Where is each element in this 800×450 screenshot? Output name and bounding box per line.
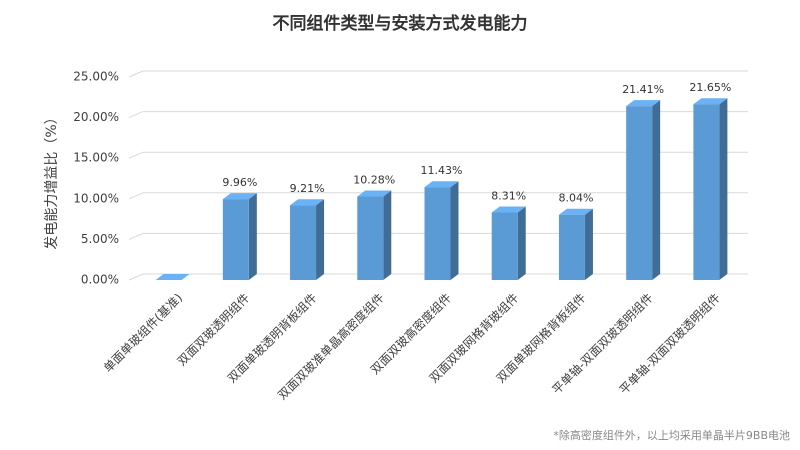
- x-tick-label: 单面单玻组件(基准): [101, 291, 185, 375]
- bar-side: [248, 193, 257, 280]
- bar-top: [155, 274, 190, 280]
- bar: [491, 206, 526, 280]
- bar-side: [450, 181, 459, 280]
- y-tick-label: 5.00%: [81, 232, 119, 246]
- grid-line: [128, 70, 144, 78]
- value-label: 10.28%: [353, 174, 395, 187]
- bar: [357, 190, 392, 280]
- y-tick-label: 0.00%: [81, 273, 119, 287]
- bar: [290, 199, 325, 280]
- bar-top: [626, 100, 661, 107]
- bar: [693, 98, 728, 281]
- bar-top: [357, 190, 392, 197]
- bar-top: [222, 193, 257, 200]
- grid-line: [128, 192, 144, 200]
- grid-line: [128, 151, 144, 159]
- value-label: 11.43%: [421, 164, 463, 177]
- grid-line: [128, 232, 144, 240]
- bar-side: [652, 100, 661, 280]
- bar-top: [424, 181, 459, 188]
- grid-line: [128, 273, 144, 281]
- bar: [558, 208, 593, 280]
- y-tick-label: 25.00%: [73, 70, 119, 84]
- bar: [222, 193, 257, 280]
- value-label: 21.41%: [622, 83, 664, 96]
- y-tick-label: 15.00%: [73, 151, 119, 165]
- bar-front: [222, 199, 249, 280]
- y-tick-label: 10.00%: [73, 191, 119, 205]
- x-tick-label: 双面双玻准单晶高密度组件: [274, 290, 386, 402]
- bar: [424, 181, 459, 280]
- bar-side: [719, 98, 728, 281]
- bar: [626, 100, 661, 280]
- bar-front: [424, 187, 451, 280]
- chart-title: 不同组件类型与安装方式发电能力: [273, 13, 528, 34]
- bar-side: [517, 206, 526, 280]
- bar-front: [693, 104, 720, 281]
- grid-line: [128, 111, 144, 119]
- value-label: 8.04%: [558, 192, 593, 205]
- y-tick-label: 20.00%: [73, 110, 119, 124]
- value-label: 9.96%: [222, 176, 257, 189]
- bar-top: [491, 206, 526, 213]
- bar: [155, 274, 190, 280]
- bar-side: [383, 190, 392, 280]
- footnote: *除高密度组件外，以上均采用单晶半片9BB电池: [553, 428, 790, 442]
- bar-top: [290, 199, 325, 206]
- bar-front: [491, 212, 518, 280]
- value-label: 8.31%: [491, 190, 526, 203]
- value-label: 9.21%: [290, 182, 325, 195]
- bar-front: [290, 205, 317, 280]
- bar-top: [693, 98, 728, 105]
- x-tick-label: 双面双玻透明组件: [175, 291, 253, 369]
- y-axis-label: 发电能力增益比（%）: [44, 110, 60, 249]
- bar-front: [357, 196, 384, 280]
- bar-top: [558, 208, 593, 215]
- value-label: 21.65%: [689, 81, 731, 94]
- bar-front: [558, 214, 585, 280]
- bar-front: [626, 106, 653, 280]
- bar-side: [316, 199, 325, 280]
- bar-side: [584, 208, 593, 280]
